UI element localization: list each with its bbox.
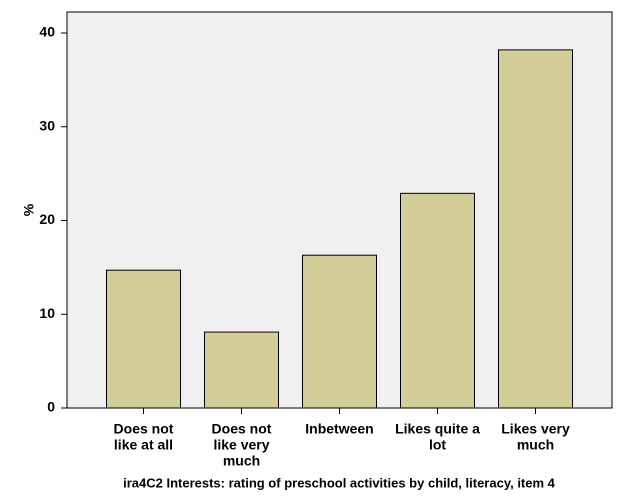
y-tick-label: 20 bbox=[39, 211, 55, 227]
x-tick-label: Likes very bbox=[501, 421, 570, 437]
x-tick-label: Inbetween bbox=[305, 421, 373, 437]
bar bbox=[106, 269, 181, 409]
bar bbox=[204, 331, 279, 409]
x-tick-label: like at all bbox=[114, 437, 173, 453]
x-tick-label: Does not bbox=[114, 421, 174, 437]
x-tick-label: much bbox=[223, 453, 260, 469]
x-axis-label: ira4C2 Interests: rating of preschool ac… bbox=[123, 475, 556, 490]
y-tick-label: 30 bbox=[39, 117, 55, 133]
x-tick-label: Likes quite a bbox=[395, 421, 480, 437]
bar bbox=[498, 49, 573, 409]
bar bbox=[302, 254, 377, 409]
y-axis-label: % bbox=[21, 203, 37, 216]
y-tick-label: 40 bbox=[39, 24, 55, 40]
y-tick-label: 0 bbox=[47, 399, 55, 415]
x-tick-label: Does not bbox=[212, 421, 272, 437]
bar bbox=[400, 192, 475, 409]
x-tick-label: much bbox=[517, 437, 554, 453]
x-tick-label: like very bbox=[213, 437, 269, 453]
x-tick-label: lot bbox=[429, 437, 446, 453]
y-tick-label: 10 bbox=[39, 305, 55, 321]
